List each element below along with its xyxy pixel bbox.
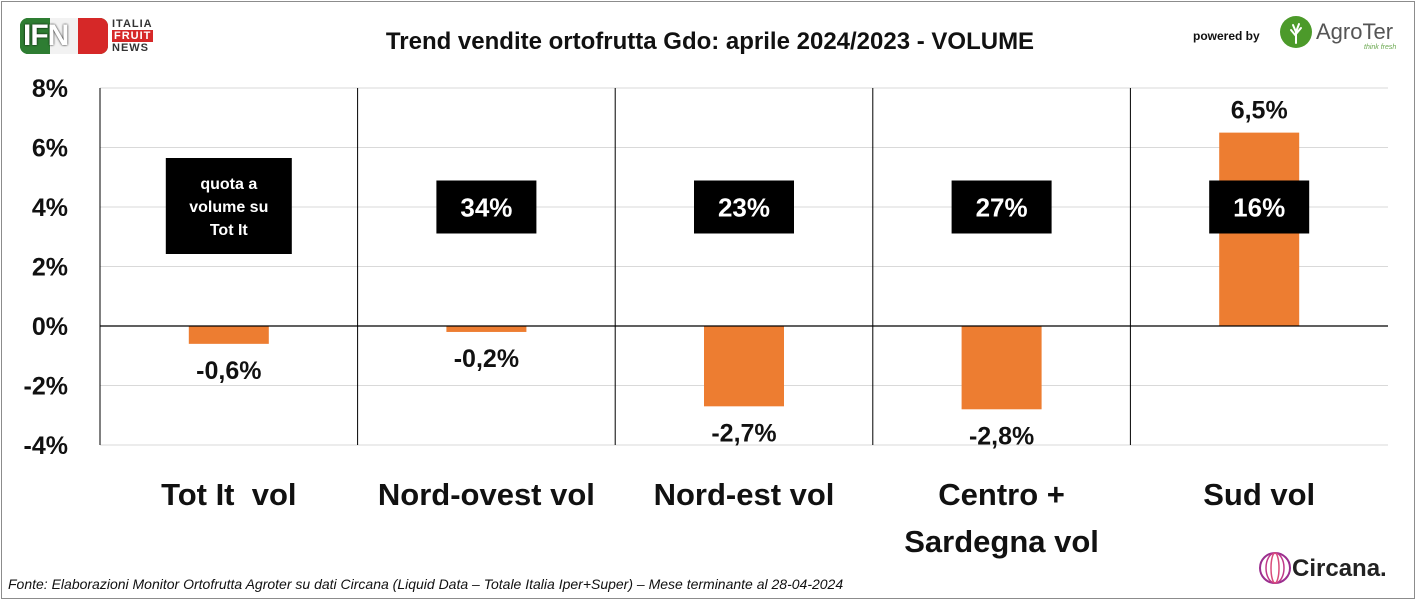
bar (446, 326, 527, 332)
x-axis-category-labels: Tot It vol Nord-ovest vol Nord-est vol Cent… (161, 477, 1315, 559)
share-box-label: Tot It (210, 222, 249, 239)
share-box-bg (694, 180, 794, 234)
y-tick-label: -4% (24, 432, 68, 460)
share-box: quota a volume su Tot It (165, 158, 292, 254)
y-tick-label: 2% (32, 254, 68, 282)
value-label: 6,5% (1231, 97, 1288, 125)
share-box: 27% (951, 180, 1052, 234)
share-boxes: quota a volume su Tot It 34% 23% 27% 16% (165, 158, 1310, 254)
share-box-label: quota a (200, 176, 257, 193)
share-box-label: 16% (1233, 192, 1285, 222)
value-label: -0,6% (196, 357, 261, 385)
share-box-label: 34% (460, 192, 512, 222)
y-tick-label: 4% (32, 194, 68, 222)
powered-by-label: powered by (1193, 29, 1260, 43)
ifn-logo-line1: ITALIA (112, 18, 153, 30)
x-category-label: Sud vol (1203, 477, 1315, 512)
tree-icon (1280, 16, 1312, 48)
share-box-label: volume su (189, 199, 268, 216)
share-box-bg (436, 180, 537, 234)
share-box: 23% (694, 180, 794, 234)
y-tick-label: 8% (32, 75, 68, 103)
bar (961, 326, 1042, 410)
x-category-label: Sardegna vol (904, 524, 1099, 559)
circana-logo: Circana. (1258, 545, 1408, 591)
ifn-logo-letters: IFN (23, 19, 69, 52)
value-label: -0,2% (454, 345, 519, 373)
agroter-logo-name: AgroTer (1316, 19, 1394, 44)
category-separators (99, 88, 1131, 445)
share-box: 34% (436, 180, 537, 234)
x-category-label: Nord-est vol (654, 477, 835, 512)
agroter-logo: AgroTer think fresh (1280, 16, 1405, 52)
y-tick-label: -2% (24, 373, 68, 401)
share-box: 16% (1209, 180, 1310, 234)
value-label: -2,7% (711, 419, 776, 447)
y-tick-label: 6% (32, 135, 68, 163)
x-category-label: Centro + (938, 477, 1065, 512)
share-box-bg (165, 158, 292, 254)
circana-mark-icon (1259, 552, 1291, 584)
share-box-bg (951, 180, 1052, 234)
ifn-logo: IFN ITALIA FRUIT NEWS (20, 18, 170, 56)
value-label: -2,8% (969, 422, 1034, 450)
bar (188, 326, 269, 344)
gridlines (100, 87, 1388, 446)
agroter-logo-tagline: think fresh (1364, 44, 1397, 51)
share-box-bg (1209, 180, 1310, 234)
ifn-logo-line3: NEWS (112, 42, 149, 54)
source-note: Fonte: Elaborazioni Monitor Ortofrutta A… (8, 576, 844, 592)
share-box-label: 27% (976, 192, 1028, 222)
ifn-logo-line2: FRUIT (112, 30, 154, 42)
y-tick-label: 0% (32, 313, 68, 341)
circana-logo-name: Circana. (1292, 555, 1387, 582)
share-box-label: 23% (718, 192, 770, 222)
bar (704, 326, 784, 407)
x-category-label: Nord-ovest vol (378, 477, 595, 512)
value-labels: -0,6% -0,2% -2,7% -2,8% 6,5% (196, 97, 1288, 451)
ifn-logo-mark: IFN (20, 18, 108, 54)
bars (188, 132, 1300, 410)
ifn-logo-words: ITALIA FRUIT NEWS (112, 18, 154, 54)
x-category-label: Tot It vol (161, 477, 296, 512)
chart-title: Trend vendite ortofrutta Gdo: aprile 202… (385, 28, 1035, 55)
y-axis-tick-labels: 8% 6% 4% 2% 0% -2% -4% (24, 75, 68, 460)
